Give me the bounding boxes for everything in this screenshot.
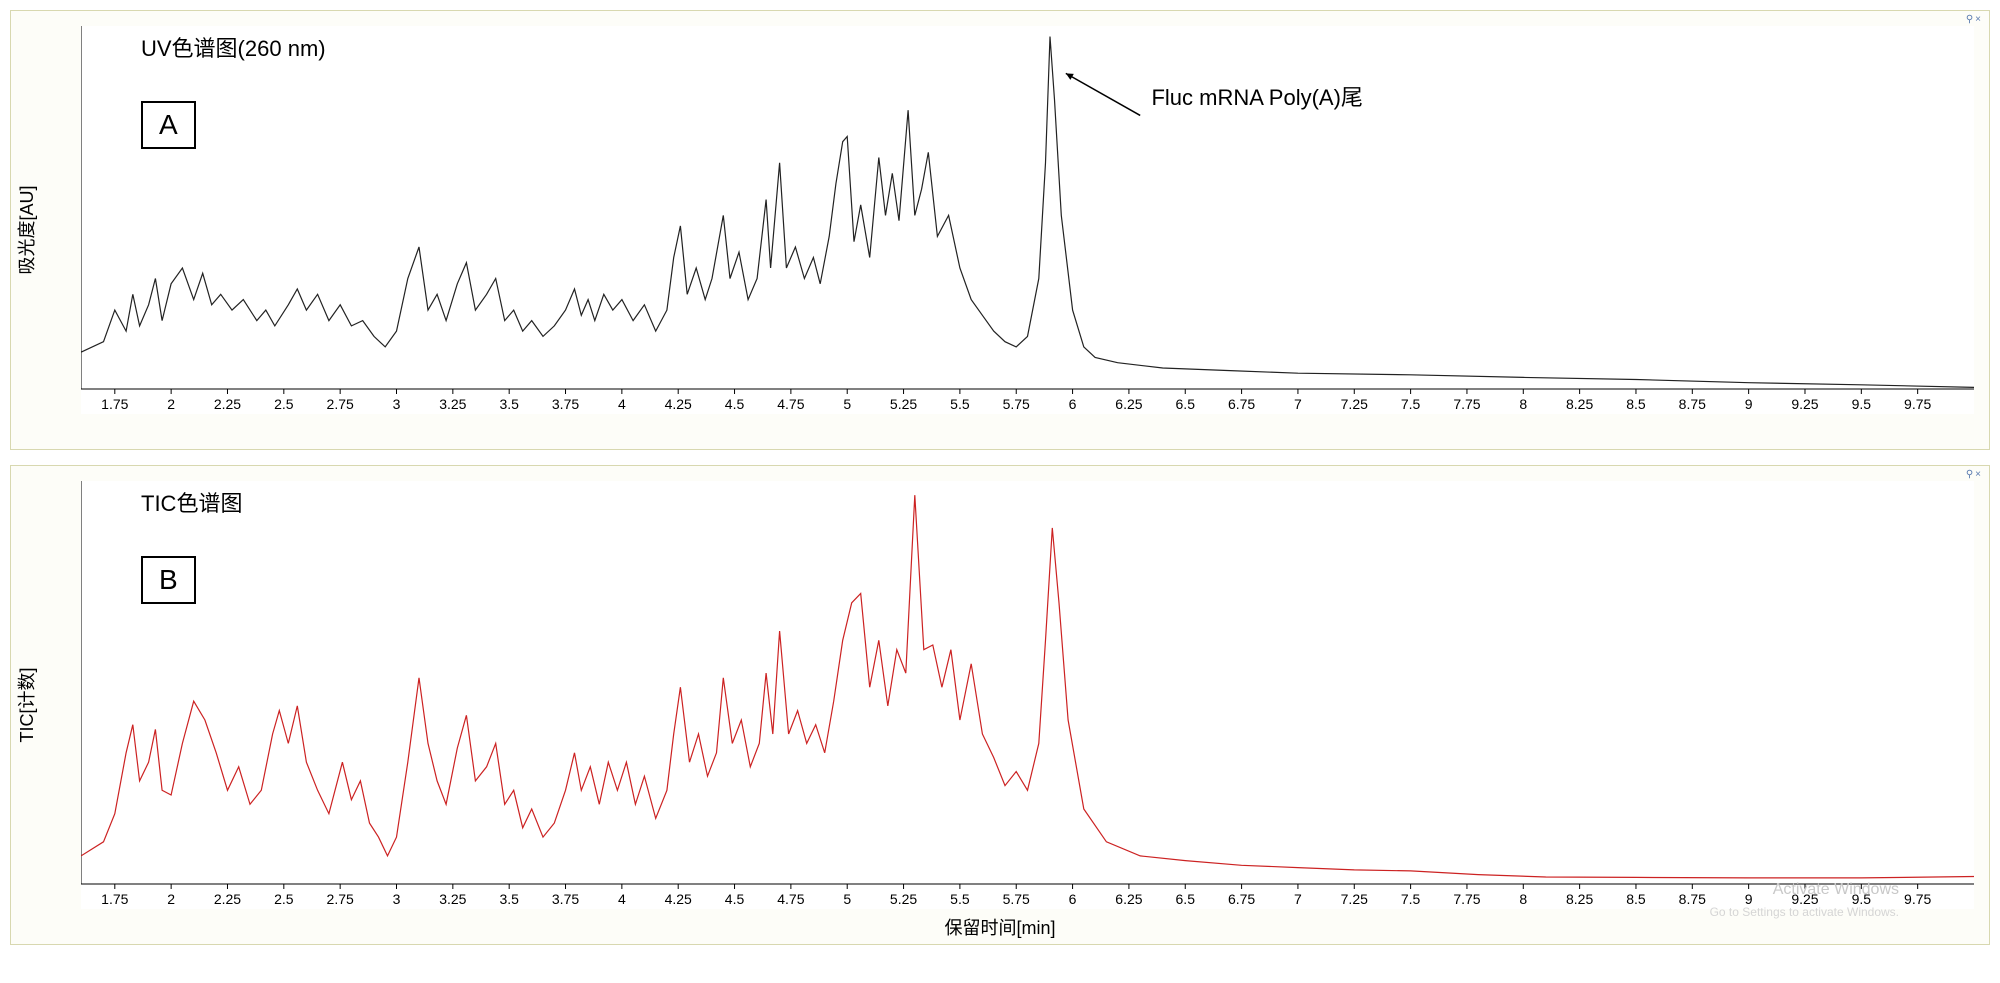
svg-text:2.5: 2.5 bbox=[274, 891, 294, 907]
svg-text:7.25: 7.25 bbox=[1341, 396, 1368, 412]
svg-text:8.5: 8.5 bbox=[1626, 891, 1646, 907]
svg-text:8.75: 8.75 bbox=[1679, 891, 1706, 907]
svg-text:9.25: 9.25 bbox=[1791, 396, 1818, 412]
svg-text:3.25: 3.25 bbox=[439, 396, 466, 412]
svg-text:4.5: 4.5 bbox=[725, 891, 745, 907]
svg-text:1.75: 1.75 bbox=[101, 396, 128, 412]
plot-area-a: 1.75 2 2.25 2.5 2.75 3 3.25 3.5 3.75 4 4.25 4.5 4.75… bbox=[81, 26, 1974, 414]
close-icon[interactable]: × bbox=[1975, 14, 1983, 25]
svg-text:4.25: 4.25 bbox=[665, 891, 692, 907]
svg-text:3: 3 bbox=[393, 396, 401, 412]
y-axis-title-b: TIC[计数] bbox=[13, 668, 39, 743]
svg-text:7: 7 bbox=[1294, 891, 1302, 907]
svg-text:7.75: 7.75 bbox=[1453, 396, 1480, 412]
svg-text:2.5: 2.5 bbox=[274, 396, 294, 412]
panel-window-controls[interactable]: ⚲× bbox=[1966, 469, 1983, 480]
svg-text:4: 4 bbox=[618, 891, 626, 907]
svg-text:4.5: 4.5 bbox=[725, 396, 745, 412]
svg-text:7.5: 7.5 bbox=[1401, 396, 1421, 412]
svg-text:7.5: 7.5 bbox=[1401, 891, 1421, 907]
plot-area-b: 1.75 2 2.25 2.5 2.75 3 3.25 3.5 3.75 4 4.25 4.5 4.75… bbox=[81, 481, 1974, 909]
svg-text:6: 6 bbox=[1069, 396, 1077, 412]
svg-text:2.75: 2.75 bbox=[327, 396, 354, 412]
pin-icon[interactable]: ⚲ bbox=[1966, 469, 1975, 480]
x-axis-title: 保留时间[min] bbox=[944, 914, 1055, 940]
svg-text:2.25: 2.25 bbox=[214, 396, 241, 412]
svg-text:8.5: 8.5 bbox=[1626, 396, 1646, 412]
chart-title-a: UV色谱图(260 nm) bbox=[141, 31, 326, 63]
svg-text:9.25: 9.25 bbox=[1791, 891, 1818, 907]
svg-text:2.75: 2.75 bbox=[327, 891, 354, 907]
svg-text:8.75: 8.75 bbox=[1679, 396, 1706, 412]
svg-text:5.5: 5.5 bbox=[950, 396, 970, 412]
chart-svg-b: 1.75 2 2.25 2.5 2.75 3 3.25 3.5 3.75 4 4.25 4.5 4.75… bbox=[81, 481, 1974, 909]
chromatogram-viewer: ⚲× 吸光度[AU] 1.7522.252.52.7533.253.53.754… bbox=[0, 0, 2000, 983]
chart-title-b: TIC色谱图 bbox=[141, 486, 242, 518]
svg-text:4.75: 4.75 bbox=[777, 396, 804, 412]
pin-icon[interactable]: ⚲ bbox=[1966, 14, 1975, 25]
panel-window-controls[interactable]: ⚲× bbox=[1966, 14, 1983, 25]
svg-text:7: 7 bbox=[1294, 396, 1302, 412]
svg-text:4: 4 bbox=[618, 396, 626, 412]
svg-text:3.5: 3.5 bbox=[499, 396, 519, 412]
panel-label-b: B bbox=[141, 556, 196, 604]
svg-text:3.75: 3.75 bbox=[552, 891, 579, 907]
svg-text:5.75: 5.75 bbox=[1003, 396, 1030, 412]
svg-text:6.25: 6.25 bbox=[1115, 396, 1142, 412]
svg-text:5.75: 5.75 bbox=[1003, 891, 1030, 907]
panel-label-a: A bbox=[141, 101, 196, 149]
svg-text:6.75: 6.75 bbox=[1228, 891, 1255, 907]
svg-text:Fluc mRNA Poly(A)尾: Fluc mRNA Poly(A)尾 bbox=[1151, 85, 1362, 110]
y-axis-title-a: 吸光度[AU] bbox=[13, 185, 39, 274]
svg-text:2.25: 2.25 bbox=[214, 891, 241, 907]
svg-text:3.75: 3.75 bbox=[552, 396, 579, 412]
svg-text:4.25: 4.25 bbox=[665, 396, 692, 412]
svg-text:3: 3 bbox=[393, 891, 401, 907]
svg-text:9: 9 bbox=[1745, 396, 1753, 412]
svg-text:6.5: 6.5 bbox=[1176, 891, 1196, 907]
svg-text:6.75: 6.75 bbox=[1228, 396, 1255, 412]
svg-text:3.25: 3.25 bbox=[439, 891, 466, 907]
svg-text:2: 2 bbox=[167, 396, 175, 412]
svg-text:9: 9 bbox=[1745, 891, 1753, 907]
svg-text:7.75: 7.75 bbox=[1453, 891, 1480, 907]
svg-text:6.5: 6.5 bbox=[1176, 396, 1196, 412]
svg-text:9.75: 9.75 bbox=[1904, 891, 1931, 907]
svg-text:6.25: 6.25 bbox=[1115, 891, 1142, 907]
svg-text:5.25: 5.25 bbox=[890, 396, 917, 412]
svg-text:8.25: 8.25 bbox=[1566, 396, 1593, 412]
svg-text:8: 8 bbox=[1519, 891, 1527, 907]
svg-text:8.25: 8.25 bbox=[1566, 891, 1593, 907]
svg-text:5: 5 bbox=[843, 891, 851, 907]
panel-uv-chromatogram: ⚲× 吸光度[AU] 1.75 2 2.25 2.5 2.75 3 3.25 3.5 3.75 4… bbox=[10, 10, 1990, 450]
svg-text:5.25: 5.25 bbox=[890, 891, 917, 907]
svg-text:2: 2 bbox=[167, 891, 175, 907]
svg-text:9.5: 9.5 bbox=[1852, 891, 1872, 907]
svg-text:7.25: 7.25 bbox=[1341, 891, 1368, 907]
svg-text:3.5: 3.5 bbox=[499, 891, 519, 907]
svg-text:1.75: 1.75 bbox=[101, 891, 128, 907]
svg-text:4.75: 4.75 bbox=[777, 891, 804, 907]
svg-text:9.75: 9.75 bbox=[1904, 396, 1931, 412]
svg-text:9.5: 9.5 bbox=[1852, 396, 1872, 412]
panel-tic-chromatogram: ⚲× TIC[计数] 1.75 2 2.25 2.5 2.75 3 3.25 3.5 3.75 4… bbox=[10, 465, 1990, 945]
svg-text:8: 8 bbox=[1519, 396, 1527, 412]
svg-text:5.5: 5.5 bbox=[950, 891, 970, 907]
chart-svg-a: 1.75 2 2.25 2.5 2.75 3 3.25 3.5 3.75 4 4.25 4.5 4.75… bbox=[81, 26, 1974, 414]
svg-text:6: 6 bbox=[1069, 891, 1077, 907]
svg-text:5: 5 bbox=[843, 396, 851, 412]
close-icon[interactable]: × bbox=[1975, 469, 1983, 480]
